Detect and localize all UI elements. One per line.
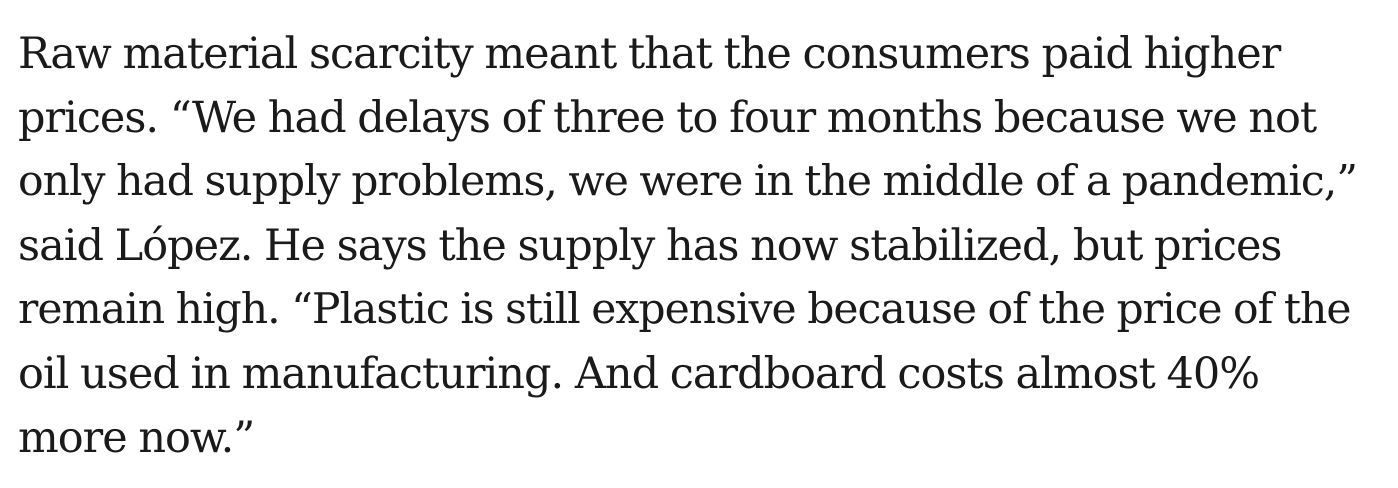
paragraph-line: only had supply problems, we were in the… (18, 157, 1358, 206)
paragraph-line: Raw material scarcity meant that the con… (18, 29, 1281, 79)
paragraph-line: remain high. “Plastic is still expensive… (18, 285, 1352, 334)
paragraph-line: said López. He says the supply has now s… (18, 221, 1282, 271)
article-paragraph: Raw material scarcity meant that the con… (18, 22, 1358, 470)
paragraph-line: prices. “We had delays of three to four … (18, 93, 1317, 143)
paragraph-line: more now.” (18, 413, 255, 463)
paragraph-line: oil used in manufacturing. And cardboard… (18, 349, 1260, 399)
